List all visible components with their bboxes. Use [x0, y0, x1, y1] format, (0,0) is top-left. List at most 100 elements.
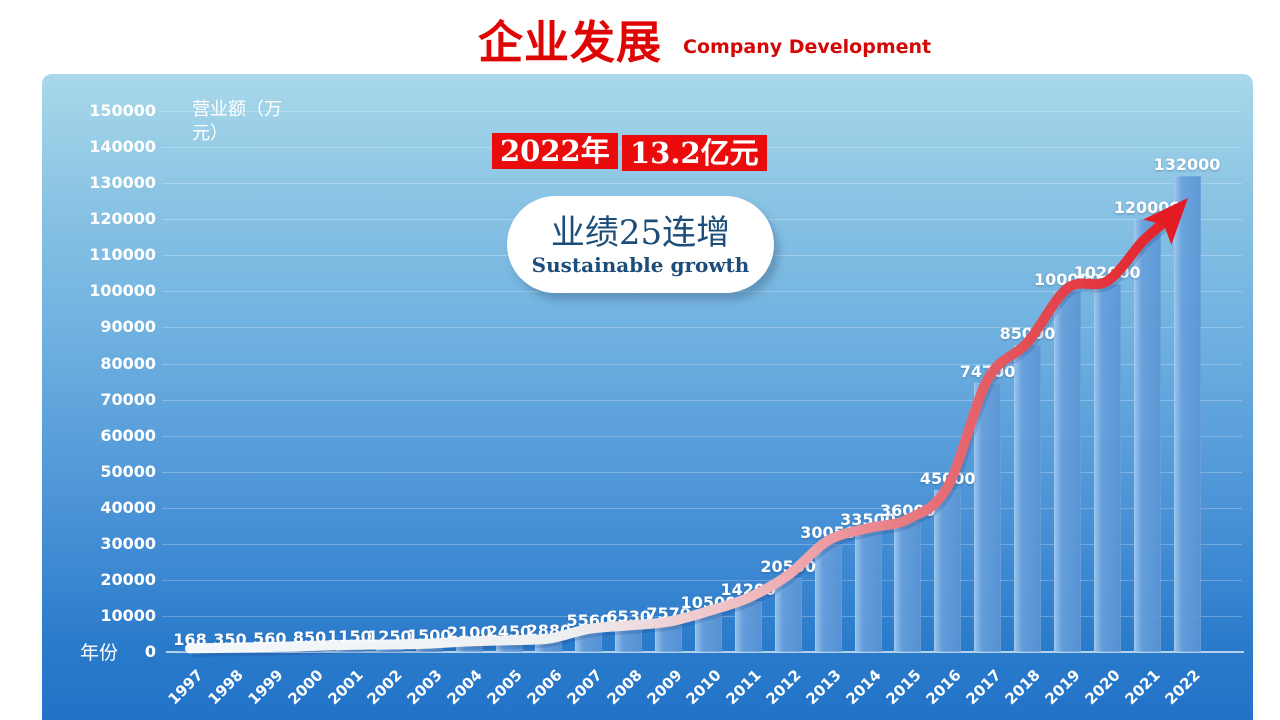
- bar-2014: [854, 531, 882, 652]
- x-tick-label: 2011: [722, 666, 766, 709]
- growth-badge-subtitle: Sustainable growth: [531, 252, 750, 277]
- x-tick-label: 2000: [284, 666, 327, 709]
- y-tick-label: 0: [144, 642, 156, 661]
- bar-value-label: 2450: [486, 622, 532, 642]
- bar-2011: [734, 600, 762, 652]
- bar-2001: [336, 647, 363, 652]
- bar-2016: [934, 489, 962, 652]
- growth-badge: 业绩25连增 Sustainable growth: [507, 196, 774, 293]
- page-title: 企业发展: [478, 16, 663, 69]
- bar-value-label: 5560: [566, 610, 612, 630]
- bar-2017: [974, 382, 1002, 652]
- bar-value-label: 168: [173, 630, 207, 650]
- bar-2000: [296, 648, 324, 652]
- y-tick-label: 140000: [89, 137, 156, 157]
- x-tick-label: 2003: [403, 666, 446, 709]
- x-tick-label: 2009: [643, 666, 686, 709]
- x-tick-label: 1998: [204, 666, 247, 709]
- x-tick-label: 2014: [842, 666, 885, 709]
- bar-value-label: 20500: [760, 557, 817, 577]
- x-tick-label: 2022: [1161, 666, 1204, 709]
- y-tick-label: 10000: [100, 605, 156, 625]
- y-tick-label: 120000: [89, 209, 156, 229]
- gridline: [162, 183, 1242, 185]
- x-tick-label: 2007: [563, 666, 606, 709]
- y-tick-label: 60000: [100, 425, 156, 445]
- bar-value-label: 2100: [446, 623, 492, 643]
- bar-value-label: 1150: [327, 626, 372, 646]
- x-tick-label: 2006: [523, 666, 566, 709]
- bar-2012: [774, 578, 802, 652]
- bar-value-label: 85000: [999, 324, 1056, 344]
- bar-value-label: 6530: [606, 607, 651, 627]
- bar-value-label: 560: [253, 629, 287, 648]
- bar-value-label: 132000: [1153, 154, 1221, 174]
- bar-2022: [1173, 175, 1201, 652]
- x-tick-label: 2017: [962, 666, 1005, 709]
- bar-1997: [176, 651, 204, 652]
- x-tick-label: 1997: [164, 666, 207, 709]
- bar-value-label: 850: [292, 627, 327, 647]
- bar-2006: [535, 641, 563, 652]
- x-tick-label: 2019: [1041, 666, 1085, 709]
- x-tick-label: 2012: [762, 666, 805, 709]
- bar-2021: [1133, 219, 1161, 652]
- x-tick-label: 2005: [483, 666, 526, 709]
- bar-2010: [694, 614, 722, 652]
- y-tick-label: 110000: [89, 245, 156, 265]
- y-tick-label: 50000: [100, 461, 156, 481]
- y-tick-label: 100000: [89, 281, 156, 301]
- x-tick-label: 2004: [443, 666, 486, 709]
- bar-2005: [495, 643, 523, 652]
- bar-1998: [216, 650, 244, 652]
- gridline: [162, 111, 1242, 112]
- bar-2020: [1093, 284, 1121, 652]
- x-tick-label: 2015: [882, 666, 925, 709]
- x-tick-label: 2021: [1121, 666, 1164, 709]
- y-tick-label: 130000: [89, 173, 156, 193]
- bar-value-label: 1500: [407, 625, 452, 645]
- bar-value-label: 102000: [1073, 263, 1141, 283]
- x-tick-label: 2020: [1081, 666, 1124, 709]
- bar-value-label: 14200: [720, 579, 777, 599]
- y-tick-label: 70000: [100, 389, 156, 409]
- x-tick-label: 2008: [603, 666, 646, 709]
- x-tick-label: 2010: [682, 666, 726, 709]
- bar-2002: [375, 647, 403, 652]
- y-tick-label: 30000: [100, 533, 156, 553]
- y-tick-label: 80000: [100, 353, 156, 373]
- bar-2007: [575, 631, 603, 652]
- bar-1999: [256, 650, 284, 652]
- x-tick-label: 2018: [1001, 666, 1045, 709]
- x-tick-label: 2002: [363, 666, 407, 709]
- callout-amount-badge: 13.2亿元: [622, 135, 767, 171]
- x-axis-title: 年份: [80, 642, 119, 664]
- bar-2009: [655, 624, 683, 652]
- x-tick-label: 2013: [802, 666, 845, 709]
- y-tick-label: 20000: [100, 569, 156, 589]
- y-axis-title: 营业额（万元）: [192, 99, 282, 145]
- bar-2013: [814, 543, 842, 652]
- bar-value-label: 36000: [879, 501, 936, 521]
- x-tick-label: 2001: [323, 666, 367, 709]
- page-subtitle: Company Development: [683, 36, 932, 58]
- bar-2008: [615, 628, 643, 652]
- callout-year-badge: 2022年: [492, 133, 618, 169]
- bar-value-label: 120000: [1113, 198, 1181, 218]
- bar-2004: [455, 644, 483, 652]
- bar-2015: [894, 522, 922, 652]
- x-tick-label: 2016: [922, 666, 965, 709]
- growth-badge-title: 业绩25连增: [550, 212, 731, 253]
- bar-2003: [415, 646, 443, 652]
- bar-value-label: 1250: [367, 626, 412, 646]
- bar-2019: [1053, 291, 1081, 652]
- bar-2018: [1014, 345, 1041, 652]
- bar-value-label: 74700: [959, 361, 1016, 381]
- x-tick-label: 1999: [244, 666, 287, 709]
- bar-value-label: 350: [213, 629, 247, 649]
- bar-value-label: 2880: [526, 620, 572, 640]
- y-tick-label: 40000: [100, 497, 156, 517]
- y-tick-label: 90000: [100, 317, 156, 337]
- y-tick-label: 150000: [89, 101, 156, 120]
- bar-value-label: 45000: [919, 468, 976, 488]
